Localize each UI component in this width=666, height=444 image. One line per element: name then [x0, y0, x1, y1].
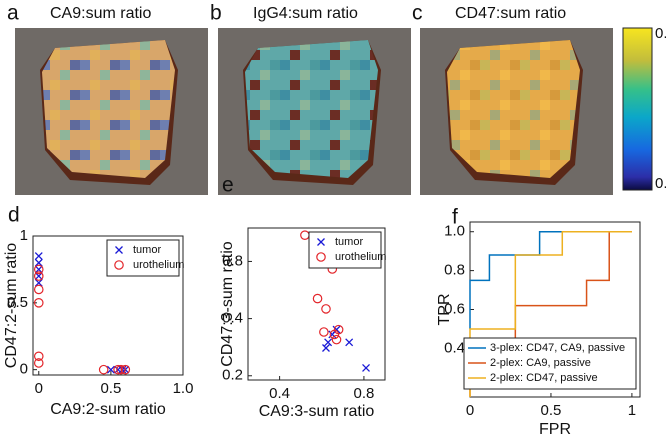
- point: [106, 365, 115, 374]
- legend-box: [463, 337, 637, 390]
- legend-label: tumor: [133, 244, 161, 256]
- legend-swatch: [316, 252, 326, 262]
- point: [116, 364, 126, 375]
- panel-title: CA9:sum ratio: [50, 5, 151, 22]
- y-tick-label: 1.0: [444, 223, 465, 240]
- point: [312, 293, 323, 304]
- legend-swatch: [114, 260, 124, 270]
- x-tick-label: 0.4: [269, 385, 290, 402]
- point: [319, 327, 329, 337]
- x-tick-label: 0.5: [100, 380, 121, 397]
- point: [345, 338, 354, 347]
- legend-label: 2-plex: CA9, passive: [490, 357, 591, 369]
- image-a: [15, 28, 208, 195]
- panel-title: CD47:sum ratio: [455, 5, 566, 22]
- y-tick-label: 0.8: [222, 252, 243, 269]
- y-tick-label: 0.5: [7, 294, 28, 311]
- y-tick-label: 0.2: [222, 367, 243, 384]
- x-tick-label: 0.5: [541, 402, 562, 419]
- point: [324, 338, 333, 347]
- y-tick-label: 1: [20, 227, 28, 244]
- legend-label: tumor: [335, 236, 363, 248]
- y-axis-label: CD47:3-sum ratio: [219, 241, 236, 366]
- panel-label: e: [222, 174, 234, 197]
- point: [331, 334, 342, 345]
- legend-swatch: [317, 238, 325, 246]
- y-tick-label: 0: [20, 361, 28, 378]
- legend-label: 2-plex: CD47, passive: [490, 372, 598, 384]
- y-tick-label: 0.8: [444, 262, 465, 279]
- image-b: [218, 28, 411, 195]
- colorbar-tick-label: 0.5: [655, 25, 666, 42]
- y-tick-label: 0.4: [222, 310, 243, 327]
- legend-box: [308, 231, 382, 269]
- point: [33, 264, 44, 275]
- x-tick-label: 1: [628, 402, 636, 419]
- point: [34, 272, 43, 281]
- x-axis-label: FPR: [539, 421, 571, 438]
- panel-label: f: [452, 206, 458, 229]
- panel-label: c: [412, 2, 423, 25]
- y-tick-label: 0.6: [444, 300, 465, 317]
- x-tick-label: 0.8: [353, 385, 374, 402]
- point: [362, 363, 370, 372]
- point: [120, 364, 131, 375]
- panel-label: b: [210, 2, 222, 25]
- point: [34, 252, 43, 261]
- y-axis-label: TPR: [436, 294, 453, 326]
- point: [321, 304, 331, 314]
- point: [33, 284, 44, 295]
- point: [98, 364, 109, 375]
- x-axis-label: CA9:3-sum ratio: [259, 403, 375, 420]
- point: [300, 230, 310, 240]
- colorbar-tick-label: 0.1: [655, 175, 666, 192]
- panel-title: IgG4:sum ratio: [253, 5, 358, 22]
- point: [34, 278, 43, 287]
- x-tick-label: 0: [466, 402, 474, 419]
- point: [322, 344, 330, 352]
- image-c: [420, 28, 613, 195]
- legend-label: 3-plex: CD47, CA9, passive: [490, 342, 625, 354]
- legend-swatch: [115, 246, 123, 254]
- point: [34, 265, 43, 274]
- point: [34, 258, 43, 267]
- x-axis-label: CA9:2-sum ratio: [50, 401, 166, 418]
- point: [333, 324, 344, 335]
- legend-label: urothelium: [133, 259, 184, 271]
- axes-box: [32, 235, 184, 376]
- roc-line: [469, 230, 632, 397]
- point: [33, 298, 44, 308]
- y-tick-label: 0.4: [444, 339, 465, 356]
- legend-box: [106, 239, 180, 277]
- panel-label: a: [7, 2, 19, 25]
- colorbar: [622, 27, 653, 191]
- point: [113, 364, 123, 375]
- axes-box: [247, 227, 386, 381]
- y-axis-label: CD47:2-sum ratio: [3, 243, 20, 368]
- roc-line: [469, 230, 563, 329]
- x-tick-label: 1.0: [173, 380, 194, 397]
- point: [33, 271, 44, 281]
- legend-label: urothelium: [335, 251, 386, 263]
- panel-label: d: [8, 204, 20, 227]
- point: [33, 351, 44, 362]
- x-tick-label: 0: [35, 380, 43, 397]
- point: [33, 358, 44, 368]
